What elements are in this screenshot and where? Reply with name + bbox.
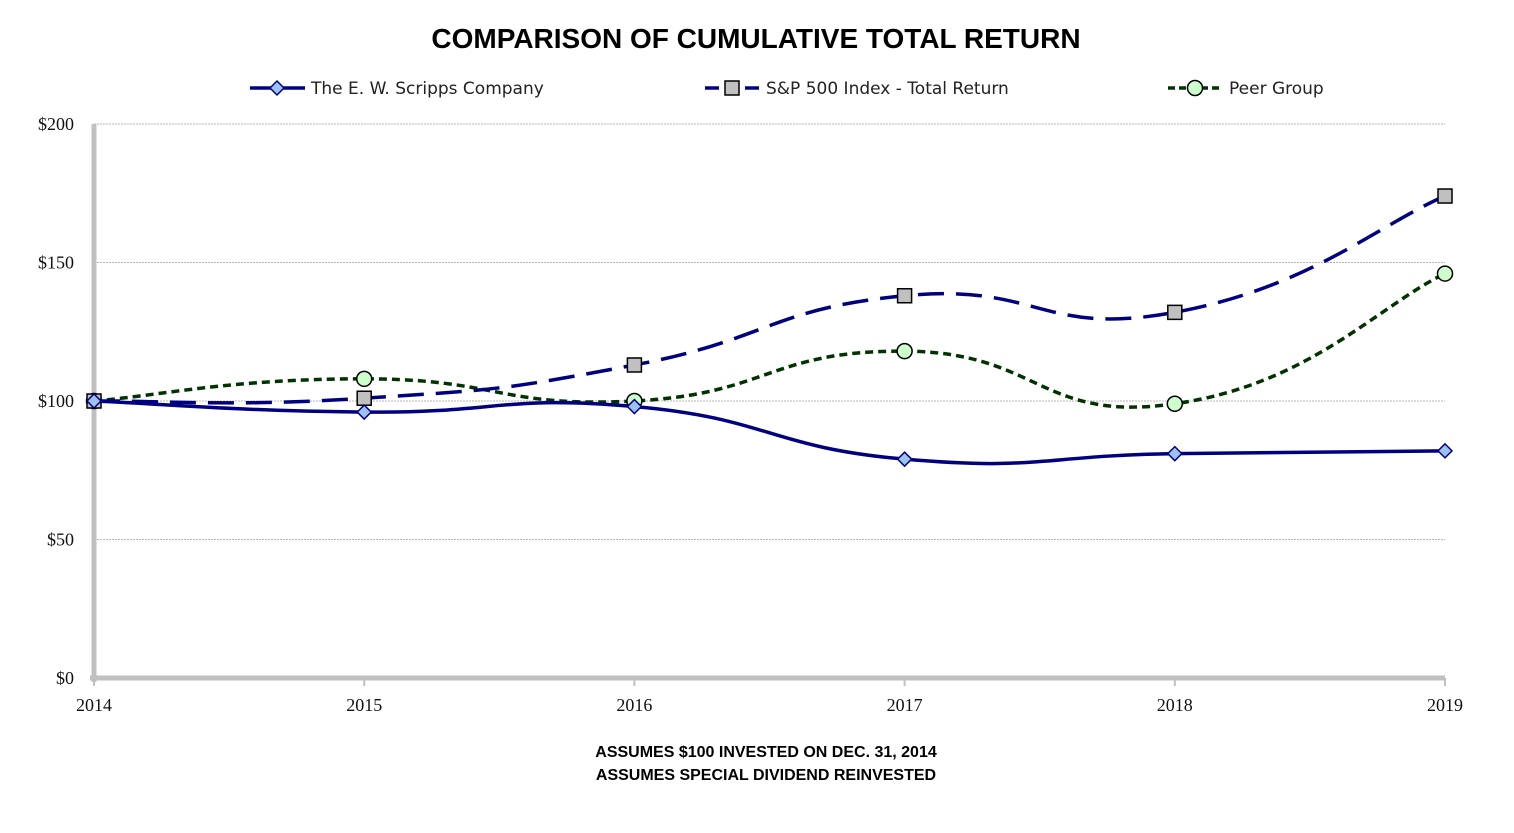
series-line	[93, 194, 1446, 405]
x-tick-label: 2015	[346, 695, 382, 715]
series-1	[86, 188, 1453, 409]
y-tick-label: $50	[47, 530, 74, 550]
data-point	[896, 287, 913, 304]
legend-marker	[1186, 79, 1204, 97]
data-point	[356, 404, 373, 421]
data-point	[626, 357, 643, 373]
data-point	[1436, 442, 1454, 459]
data-point	[896, 451, 913, 468]
data-point	[1167, 304, 1183, 321]
annotation-investment: ASSUMES $100 INVESTED ON DEC. 31, 2014	[595, 744, 937, 761]
series-group	[85, 188, 1454, 468]
x-tick-label: 2016	[616, 695, 652, 715]
data-point	[85, 392, 103, 410]
x-tick-label: 2019	[1427, 695, 1463, 715]
x-tick-label: 2018	[1157, 695, 1193, 715]
data-point	[355, 370, 373, 388]
data-point	[896, 342, 913, 360]
series-line	[93, 399, 1446, 466]
x-tick-label: 2014	[76, 695, 112, 715]
series-2	[85, 265, 1454, 413]
data-point	[626, 398, 643, 415]
y-tick-label: $150	[38, 253, 74, 273]
y-tick-label: $0	[56, 668, 74, 688]
gridlines	[94, 123, 1445, 540]
series-0	[85, 392, 1454, 468]
legend-marker	[724, 80, 740, 96]
data-point	[1166, 395, 1184, 413]
x-tick-label: 2017	[887, 695, 923, 715]
legend-label: The E. W. Scripps Company	[310, 79, 544, 99]
chart-title: COMPARISON OF CUMULATIVE TOTAL RETURN	[431, 23, 1080, 54]
y-tick-label: $100	[38, 391, 74, 411]
annotation-dividend: ASSUMES SPECIAL DIVIDEND REINVESTED	[596, 767, 936, 784]
legend-entry: S&P 500 Index - Total Return	[705, 79, 1009, 99]
legend-marker	[268, 79, 286, 97]
data-point	[1437, 188, 1453, 204]
axes: $0 $50 $100 $150 $200 2014 2015 2016 2017 2018 201…	[38, 114, 1463, 715]
y-tick-label: $200	[38, 114, 74, 134]
legend-label: Peer Group	[1229, 79, 1324, 99]
legend: The E. W. Scripps Company S&P 500 Index -…	[250, 79, 1324, 99]
series-line	[93, 272, 1446, 409]
data-point	[1436, 265, 1454, 282]
data-point	[1166, 445, 1183, 462]
legend-entry: Peer Group	[1168, 79, 1324, 99]
legend-entry: The E. W. Scripps Company	[250, 79, 544, 99]
legend-label: S&P 500 Index - Total Return	[766, 79, 1009, 99]
data-point	[356, 390, 372, 406]
